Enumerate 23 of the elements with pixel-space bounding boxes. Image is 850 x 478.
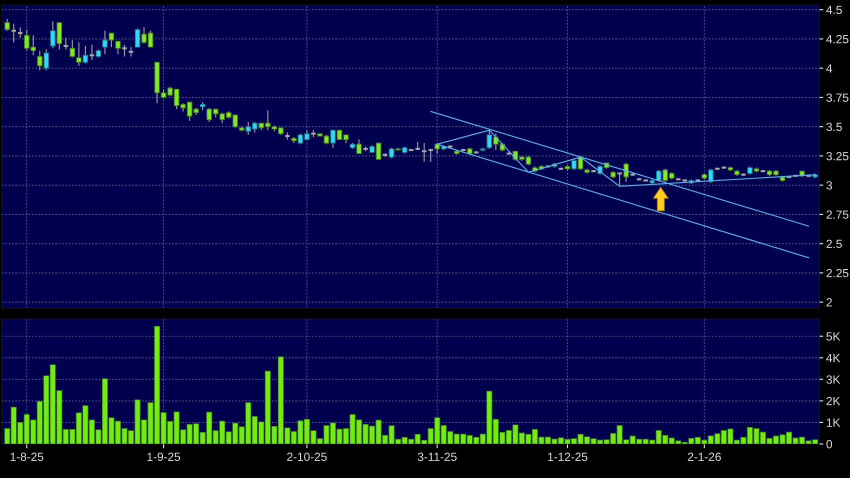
x-tick-label: 2-10-25 bbox=[287, 452, 327, 462]
y-tick-label: 4K bbox=[826, 354, 840, 362]
y-tick-label: 2K bbox=[826, 396, 840, 406]
y-tick-label: 3.5 bbox=[826, 122, 842, 132]
y-tick-label: 4 bbox=[826, 64, 832, 72]
x-tick-label: 1-9-25 bbox=[147, 452, 180, 462]
y-tick-label: 5K bbox=[826, 332, 840, 341]
y-tick-label: 2.5 bbox=[826, 240, 842, 248]
y-tick-label: 3K bbox=[826, 375, 840, 384]
x-tick-label: 3-11-25 bbox=[418, 452, 457, 462]
y-tick-label: 4.25 bbox=[826, 34, 848, 44]
x-tick-label: 1-8-25 bbox=[10, 452, 44, 462]
y-tick-label: 0 bbox=[826, 440, 832, 448]
x-tick-label: 2-1-26 bbox=[688, 452, 721, 462]
y-tick-label: 3.75 bbox=[826, 93, 848, 102]
y-tick-label: 3 bbox=[826, 181, 832, 190]
y-tick-label: 2.75 bbox=[826, 210, 848, 219]
y-tick-label: 4.5 bbox=[826, 6, 842, 14]
y-tick-label: 2 bbox=[826, 298, 832, 306]
y-tick-label: 1K bbox=[826, 418, 840, 427]
y-tick-label: 2.25 bbox=[826, 268, 848, 278]
x-tick-label: 1-12-25 bbox=[548, 452, 588, 462]
y-tick-label: 3.25 bbox=[826, 152, 848, 160]
